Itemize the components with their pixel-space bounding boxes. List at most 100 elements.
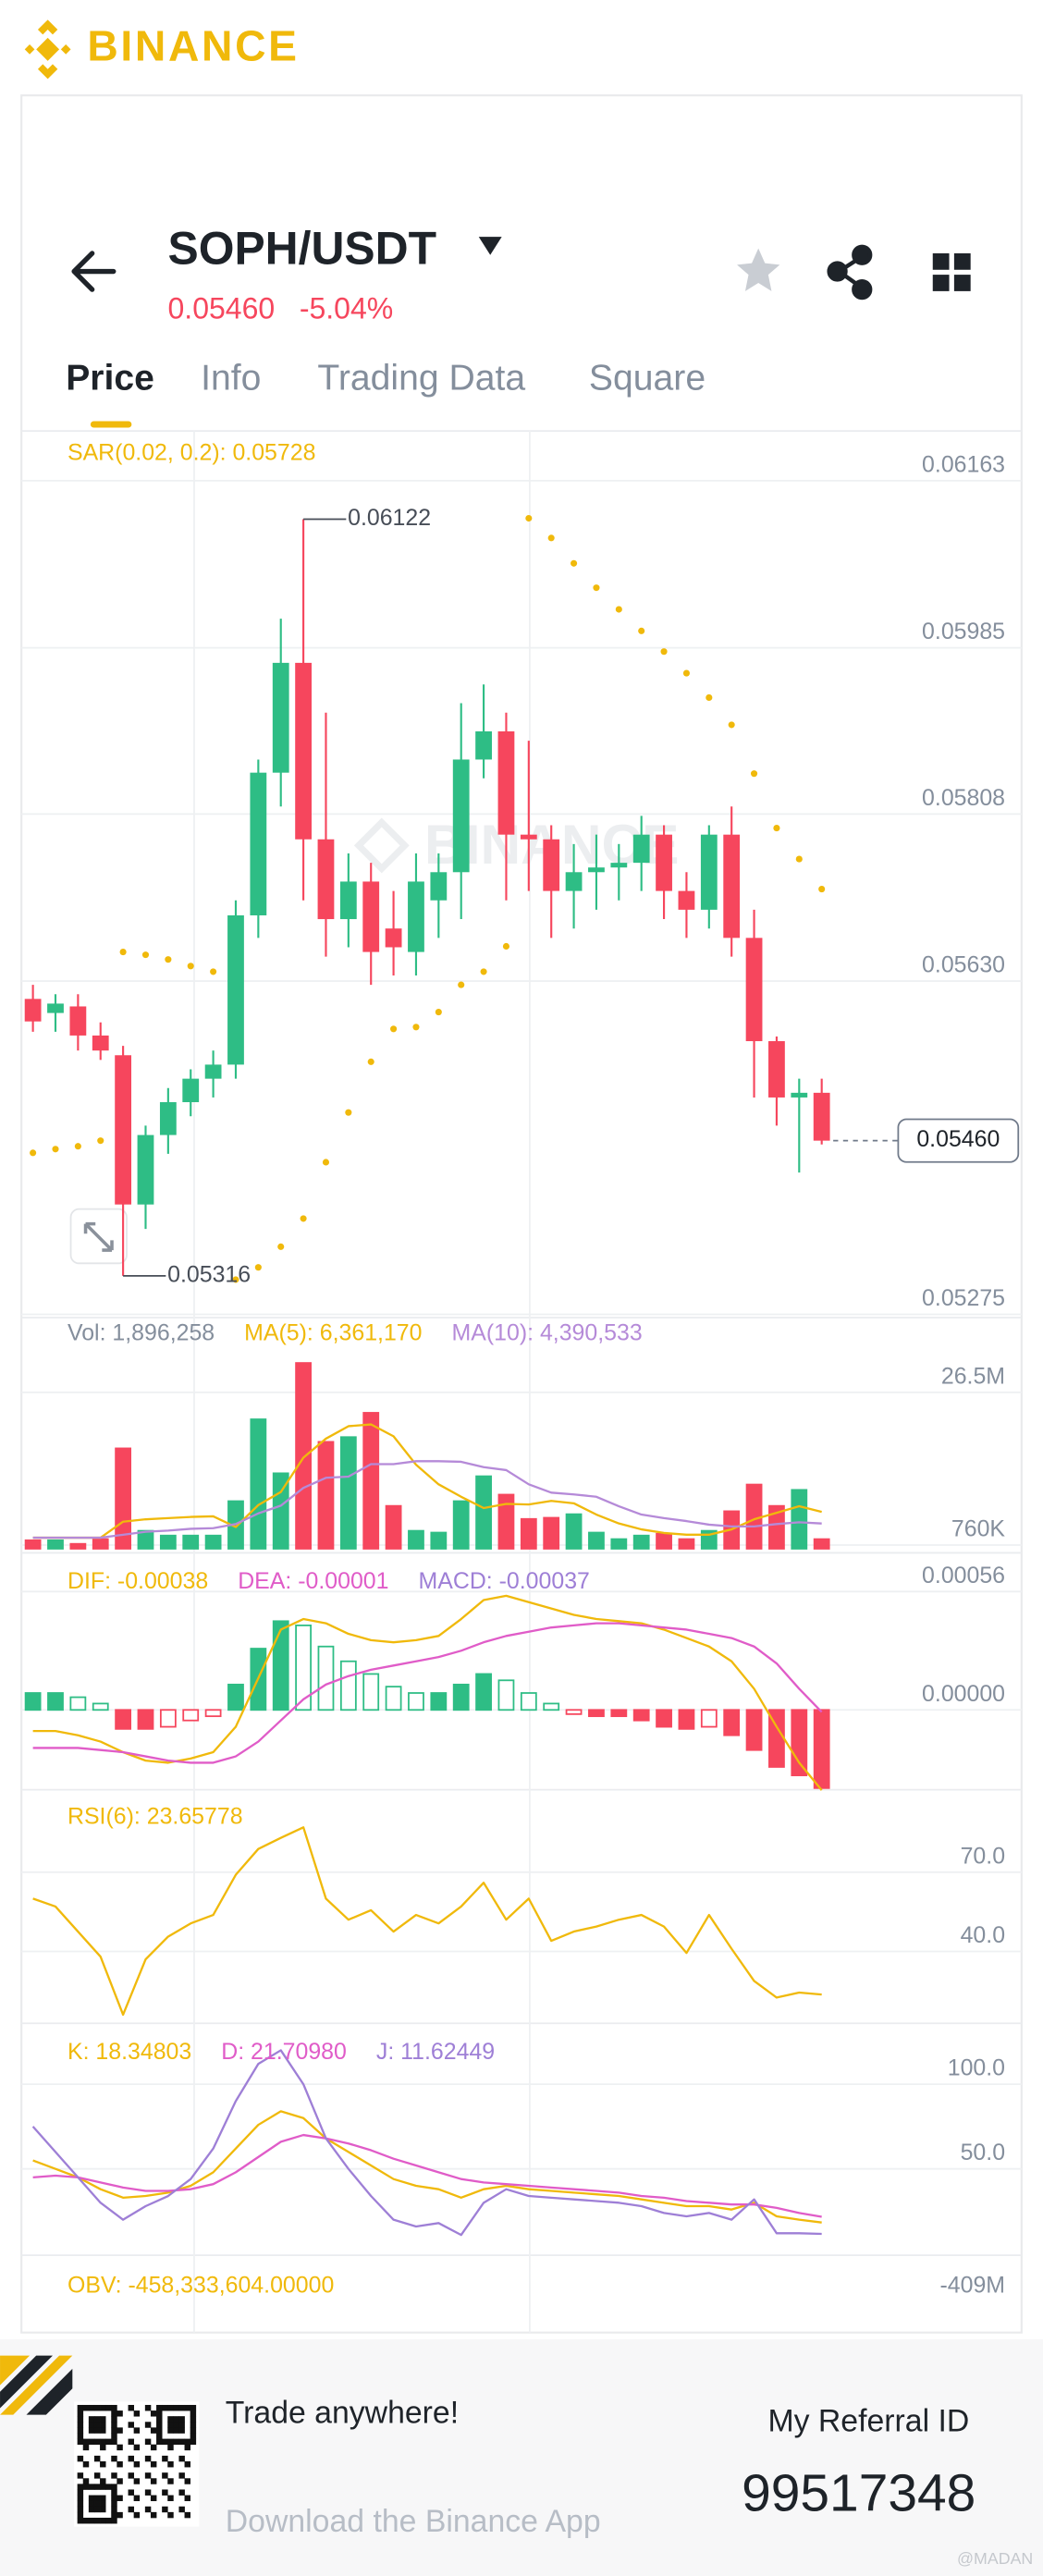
download-text: Download the Binance App: [226, 2504, 601, 2539]
tab-indicator: [90, 421, 132, 428]
macd-bar: [317, 1645, 335, 1711]
candle-body: [700, 834, 718, 910]
sar-dot: [187, 963, 194, 970]
qr-cell: [77, 2422, 84, 2428]
qr-cell: [88, 2500, 95, 2508]
qr-cell: [111, 2416, 117, 2423]
qr-cell: [82, 2444, 90, 2451]
qr-cell: [77, 2433, 84, 2439]
volume-bar: [159, 1534, 177, 1550]
volume-bar: [452, 1500, 470, 1550]
qr-cell: [173, 2422, 179, 2428]
brand-name: BINANCE: [87, 22, 299, 70]
sar-dot: [480, 968, 487, 975]
tab[interactable]: Trading Data: [317, 358, 525, 398]
y-tick-label: 0.05808: [922, 785, 1005, 811]
qr-cell: [184, 2495, 191, 2502]
layout-button[interactable]: [932, 252, 971, 291]
qr-cell: [100, 2484, 106, 2490]
qr-cell: [178, 2427, 185, 2434]
qr-cell: [88, 2438, 95, 2446]
pair-name[interactable]: SOPH/USDT: [168, 222, 437, 274]
back-button[interactable]: [71, 251, 117, 292]
volume-bar: [47, 1539, 64, 1550]
last-price-label: 0.05460: [916, 1126, 1000, 1152]
last-price: 0.05460: [168, 292, 276, 325]
qr-cell: [150, 2478, 157, 2484]
macd-bar: [137, 1709, 154, 1730]
macd-bar: [227, 1683, 244, 1711]
qr-cell: [167, 2495, 174, 2502]
qr-cell: [173, 2416, 179, 2423]
qr-cell: [93, 2495, 101, 2502]
expand-button[interactable]: [69, 1208, 128, 1265]
max-label: 0.06122: [348, 505, 431, 531]
tab[interactable]: Info: [201, 358, 261, 398]
qr-cell: [100, 2478, 106, 2484]
qr-cell: [156, 2410, 163, 2417]
macd-bar: [791, 1709, 808, 1777]
candle-body: [632, 834, 650, 864]
volume-bar: [204, 1534, 222, 1550]
qr-cell: [88, 2506, 95, 2513]
tab[interactable]: Price: [66, 358, 154, 398]
qr-cell: [82, 2438, 90, 2446]
qr-cell: [133, 2444, 141, 2451]
qr-cell: [100, 2404, 106, 2411]
legend-label: Vol: 1,896,258: [67, 1319, 215, 1345]
qr-cell: [93, 2438, 101, 2446]
sar-dot: [706, 693, 713, 702]
qr-cell: [93, 2517, 101, 2524]
qr-cell: [133, 2495, 141, 2502]
qr-cell: [133, 2460, 141, 2468]
qr-cell: [144, 2422, 152, 2428]
qr-cell: [88, 2427, 95, 2434]
qr-cell: [93, 2506, 101, 2513]
qr-cell: [93, 2455, 101, 2462]
qr-cell: [150, 2427, 157, 2434]
qr-cell: [167, 2416, 174, 2423]
qr-cell: [167, 2478, 174, 2484]
candle-body: [452, 759, 470, 873]
indicator-line: [32, 2110, 822, 2224]
qr-cell: [156, 2427, 163, 2434]
candle-body: [317, 839, 335, 920]
footer-slogan: Trade anywhere!: [226, 2396, 459, 2431]
candle-body: [137, 1135, 154, 1205]
pair-dropdown[interactable]: [478, 237, 502, 255]
y-tick-label: 40.0: [961, 1922, 1005, 1948]
volume-bar: [69, 1542, 87, 1550]
y-tick-label: -409M: [939, 2272, 1005, 2298]
qr-cell: [133, 2478, 141, 2484]
tab[interactable]: Square: [589, 358, 706, 398]
y-tick-label: 50.0: [961, 2140, 1005, 2165]
y-tick-label: 0.05985: [922, 619, 1005, 644]
qr-cell: [117, 2478, 123, 2484]
qr-cell: [77, 2495, 84, 2502]
qr-cell: [128, 2422, 135, 2428]
qr-cell: [111, 2484, 117, 2490]
candle-body: [272, 662, 289, 773]
legend-label: MA(5): 6,361,170: [244, 1319, 422, 1345]
qr-cell: [162, 2404, 168, 2411]
qr-cell: [156, 2433, 163, 2439]
favorite-button[interactable]: [737, 248, 780, 291]
qr-cell: [190, 2433, 197, 2439]
qr-cell: [117, 2410, 123, 2417]
macd-bar: [430, 1692, 448, 1711]
candle-body: [362, 881, 380, 952]
watermark-icon: [353, 817, 410, 874]
volume-bar: [92, 1538, 109, 1550]
qr-cell: [133, 2511, 141, 2519]
qr-cell: [111, 2427, 117, 2434]
qr-cell: [162, 2438, 168, 2446]
y-tick-label: 0.06163: [922, 451, 1005, 477]
sar-dot: [412, 1024, 420, 1031]
legend-label: MACD: -0.00037: [419, 1568, 590, 1594]
qr-cell: [77, 2404, 84, 2411]
qr-cell: [167, 2404, 174, 2411]
share-button[interactable]: [827, 244, 873, 301]
sar-dot: [97, 1137, 104, 1145]
qr-cell: [156, 2422, 163, 2428]
